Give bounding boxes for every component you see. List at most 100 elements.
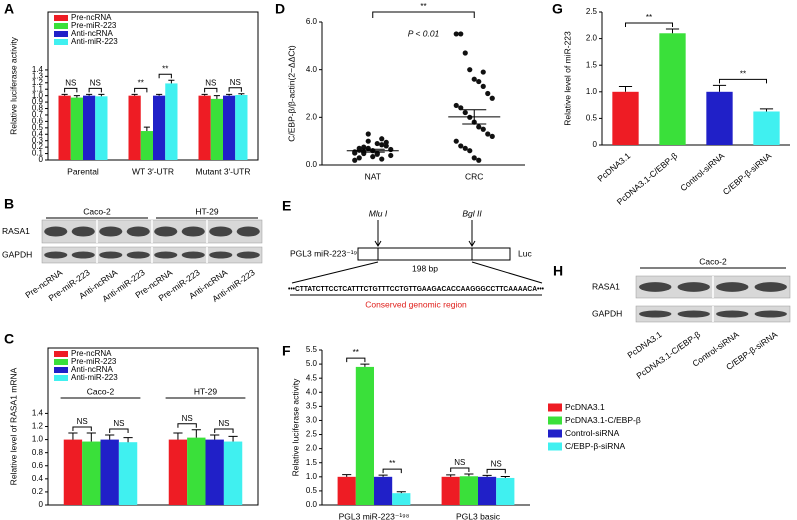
panel-label: H <box>553 263 563 279</box>
legend-label: PcDNA3.1-C/EBP-β <box>565 415 641 425</box>
point <box>388 146 394 153</box>
band <box>754 310 787 318</box>
significance-label: ** <box>353 348 359 357</box>
error-bar <box>464 473 474 477</box>
legend-swatch <box>54 351 68 357</box>
bar <box>392 493 411 505</box>
x-tick-label: CRC <box>465 171 483 181</box>
legend-label: Pre-miR-223 <box>71 21 117 30</box>
point <box>453 138 459 144</box>
panel-label: D <box>275 1 285 17</box>
bar <box>441 476 460 505</box>
point <box>471 155 477 161</box>
y-tick-label: 6.0 <box>306 17 318 26</box>
point <box>352 150 358 156</box>
significance-bracket <box>64 87 78 93</box>
y-tick-label: 1.2 <box>32 78 44 87</box>
error-bar <box>462 109 487 125</box>
y-tick-label: 0.4 <box>32 129 44 138</box>
point <box>379 142 385 148</box>
significance-bracket <box>158 73 172 79</box>
bar <box>459 476 478 505</box>
point <box>467 148 473 154</box>
band <box>44 251 68 259</box>
bar <box>337 476 356 505</box>
reporter-label: Luc <box>518 248 532 258</box>
y-axis-label: Relative level of RASA1 mRNA <box>8 367 18 485</box>
point <box>453 102 459 109</box>
legend-swatch <box>548 442 562 451</box>
significance-label: ** <box>740 70 746 79</box>
significance-bracket <box>346 357 366 363</box>
significance-bracket <box>88 87 102 93</box>
site-arrow <box>374 220 476 247</box>
significance-label: ** <box>389 459 395 468</box>
point <box>458 143 464 149</box>
panel-label: A <box>4 1 14 17</box>
significance-bracket <box>204 87 218 93</box>
error-bar <box>618 85 633 92</box>
significance-label: NS <box>230 78 241 87</box>
site-label: Mlu I <box>369 208 388 218</box>
band <box>754 282 787 292</box>
y-tick-label: 1.0 <box>306 472 318 481</box>
band <box>639 310 672 318</box>
legend-label: Control-siRNA <box>565 428 620 438</box>
panel-label: B <box>4 196 14 212</box>
y-tick-label: 5.0 <box>306 359 318 368</box>
significance-label: NS <box>90 78 101 87</box>
y-tick-label: 2.0 <box>306 444 318 453</box>
error-bar <box>173 432 183 440</box>
y-tick-label: 4.0 <box>306 65 318 74</box>
bar <box>187 437 206 505</box>
y-tick-label: 1.5 <box>586 60 598 69</box>
y-tick-label: 5.5 <box>306 345 318 354</box>
error-bar <box>759 108 774 112</box>
y-tick-label: 1.0 <box>32 91 44 100</box>
y-tick-label: 2.0 <box>306 112 318 121</box>
y-tick-label: 0 <box>39 155 44 164</box>
point <box>374 140 380 147</box>
bar <box>659 33 686 145</box>
y-tick-label: 1.4 <box>32 65 44 74</box>
y-tick-label: 3.0 <box>306 416 318 425</box>
significance-label: ** <box>162 64 168 73</box>
band <box>716 282 749 292</box>
error-bar <box>238 93 245 96</box>
bar <box>140 131 153 160</box>
bar <box>168 439 188 505</box>
category-label: HT-29 <box>194 386 217 396</box>
significance-bracket <box>228 87 242 92</box>
error-bar <box>446 474 456 477</box>
x-tick-label: PGL3 basic <box>456 511 501 520</box>
bar <box>753 111 780 145</box>
y-tick-label: 0.5 <box>32 123 44 132</box>
point <box>489 95 495 101</box>
legend-label: Anti-ncRNA <box>71 29 113 38</box>
y-tick-label: 1.0 <box>586 87 598 96</box>
bar <box>612 91 639 145</box>
significance-bracket <box>372 11 475 18</box>
bar <box>118 442 138 505</box>
y-tick-label: 2.5 <box>586 7 598 16</box>
y-axis-label: C/EBP-β/β-actin(2−ΔΔCt) <box>286 45 296 142</box>
error-bar <box>73 95 80 98</box>
point <box>388 152 394 159</box>
legend-label: Anti-ncRNA <box>71 365 113 374</box>
point <box>480 126 486 132</box>
error-bar <box>378 474 388 477</box>
legend-swatch <box>54 375 68 381</box>
error-bar <box>360 148 385 153</box>
y-tick-label: 0.3 <box>32 136 44 145</box>
point <box>462 50 468 56</box>
panel-label: C <box>4 331 14 347</box>
y-tick-label: 2.5 <box>306 430 318 439</box>
y-tick-label: 3.5 <box>306 401 318 410</box>
y-tick-label: 1.0 <box>32 435 44 444</box>
bar <box>223 441 243 505</box>
x-tick-label: Control-siRNA <box>678 150 726 193</box>
legend-swatch <box>54 23 68 29</box>
legend-label: C/EBP-β-siRNA <box>565 441 625 451</box>
legend-label: Pre-ncRNA <box>71 13 112 22</box>
point <box>365 145 371 151</box>
